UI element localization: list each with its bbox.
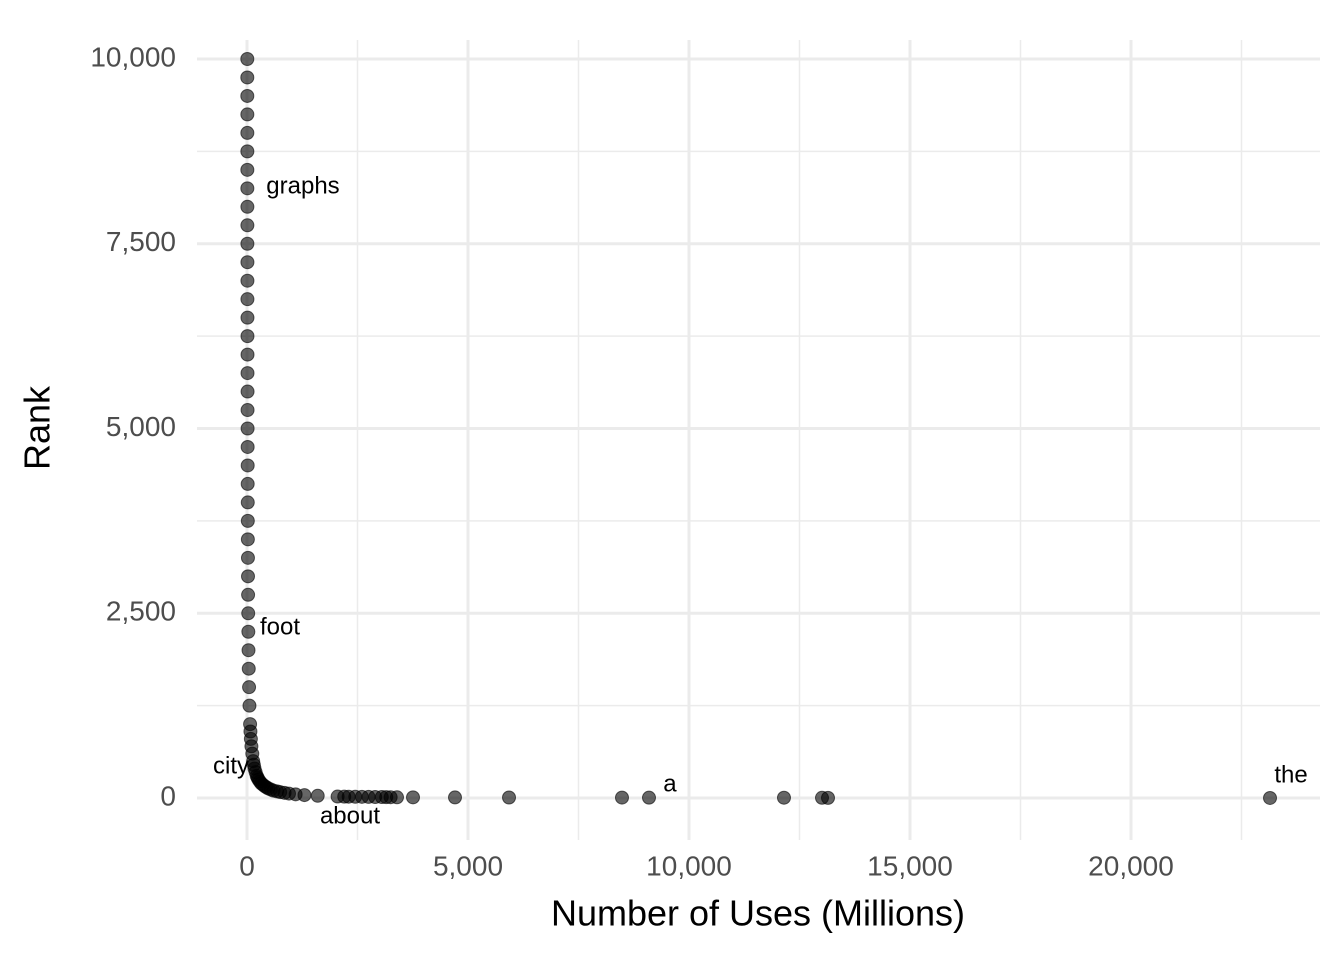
point <box>240 181 255 196</box>
point <box>447 790 462 805</box>
x-tick-label: 5,000 <box>433 850 503 881</box>
point <box>240 292 255 307</box>
annotation: the <box>1274 761 1307 788</box>
point <box>776 790 791 805</box>
point <box>240 329 255 344</box>
point <box>240 513 255 528</box>
point <box>240 476 255 491</box>
point <box>614 790 629 805</box>
y-tick-label: 5,000 <box>106 411 176 442</box>
point <box>641 790 656 805</box>
point <box>240 107 255 122</box>
point <box>241 661 256 676</box>
x-tick-label: 15,000 <box>867 850 953 881</box>
point <box>243 717 258 732</box>
annotation: foot <box>260 613 300 640</box>
point <box>240 125 255 140</box>
x-tick-label: 20,000 <box>1088 850 1174 881</box>
point <box>406 790 421 805</box>
point <box>240 255 255 270</box>
point <box>240 51 255 66</box>
point <box>241 606 256 621</box>
point <box>240 88 255 103</box>
point <box>502 790 517 805</box>
point <box>242 680 257 695</box>
point <box>240 144 255 159</box>
point <box>241 587 256 602</box>
annotation: about <box>320 802 380 829</box>
point <box>240 236 255 251</box>
point <box>240 218 255 233</box>
point <box>240 366 255 381</box>
x-tick-label: 0 <box>239 850 255 881</box>
point <box>240 458 255 473</box>
annotation: a <box>663 770 677 797</box>
y-tick-label: 2,500 <box>106 596 176 627</box>
point <box>240 384 255 399</box>
point <box>240 70 255 85</box>
point <box>240 421 255 436</box>
point <box>240 495 255 510</box>
point <box>310 788 325 803</box>
point <box>240 162 255 177</box>
x-tick-label: 10,000 <box>646 850 732 881</box>
point <box>330 789 345 804</box>
point <box>240 310 255 325</box>
point <box>240 273 255 288</box>
y-tick-label: 0 <box>160 780 176 811</box>
y-tick-label: 10,000 <box>90 41 176 72</box>
point <box>240 532 255 547</box>
point <box>240 550 255 565</box>
point <box>240 439 255 454</box>
y-axis-title: Rank <box>17 385 58 470</box>
point <box>814 790 829 805</box>
point <box>240 403 255 418</box>
annotation: graphs <box>266 172 339 199</box>
annotation: city <box>213 752 249 779</box>
point <box>240 347 255 362</box>
y-tick-label: 7,500 <box>106 226 176 257</box>
point <box>241 624 256 639</box>
x-axis-title: Number of Uses (Millions) <box>551 893 965 934</box>
point <box>1263 790 1278 805</box>
point <box>242 698 257 713</box>
point <box>240 199 255 214</box>
point <box>241 643 256 658</box>
point <box>241 569 256 584</box>
